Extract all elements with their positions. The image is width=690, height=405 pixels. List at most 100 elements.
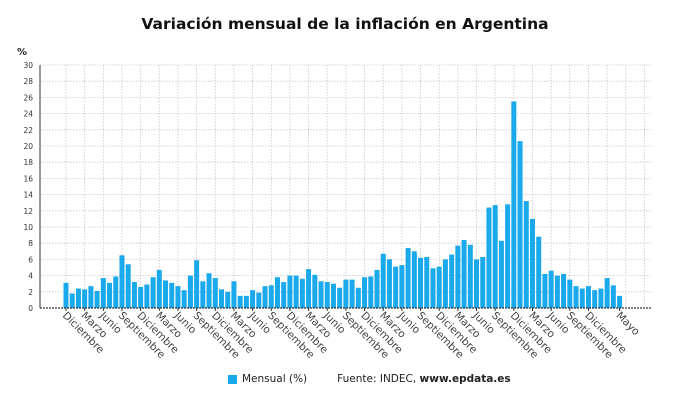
bar: [324, 282, 330, 308]
bar: [436, 266, 442, 308]
y-tick-label: 12: [23, 207, 33, 216]
bar: [75, 288, 81, 308]
bar: [100, 278, 106, 308]
bar: [107, 282, 113, 308]
bar: [163, 280, 169, 308]
bar: [530, 218, 535, 308]
bar: [306, 269, 312, 308]
bar: [150, 277, 156, 308]
bar: [281, 282, 287, 308]
y-tick-label: 28: [23, 77, 33, 86]
bar: [175, 286, 181, 308]
bar: [480, 256, 486, 308]
y-tick-label: 8: [28, 239, 33, 248]
bar: [486, 207, 492, 308]
bar: [598, 288, 604, 308]
bar: [393, 266, 399, 308]
bar: [138, 286, 144, 308]
bar: [312, 274, 318, 308]
bar: [268, 285, 274, 308]
bar: [169, 282, 175, 308]
bar: [368, 276, 374, 308]
bar: [63, 282, 69, 308]
bar: [536, 236, 542, 308]
y-tick-label: 24: [23, 110, 33, 119]
bar: [187, 275, 193, 308]
bar: [430, 268, 436, 308]
bar: [343, 279, 349, 308]
bar: [579, 288, 585, 308]
source-prefix: Fuente: INDEC,: [337, 373, 420, 385]
bar: [299, 278, 305, 308]
bar: [604, 278, 610, 308]
bar: [212, 278, 218, 308]
bar: [374, 269, 380, 308]
bar: [542, 273, 548, 308]
y-axis-unit: %: [17, 47, 28, 58]
chart-title: Variación mensual de la inflación en Arg…: [141, 15, 549, 33]
bar: [592, 290, 598, 308]
bar: [442, 259, 448, 308]
bar: [411, 251, 417, 308]
bar: [523, 201, 529, 308]
bar: [424, 256, 430, 308]
bar: [231, 281, 237, 308]
bar: [380, 253, 386, 308]
bar: [94, 290, 100, 308]
bar: [337, 287, 343, 308]
y-tick-label: 4: [28, 272, 33, 281]
legend-label: Mensual (%): [242, 373, 308, 385]
y-tick-label: 18: [23, 158, 33, 167]
bar: [219, 289, 224, 308]
y-tick-label: 14: [23, 191, 33, 200]
bar: [250, 290, 256, 308]
legend: Mensual (%) Fuente: INDEC, www.epdata.es: [228, 373, 511, 385]
bar: [200, 281, 206, 308]
bar: [567, 279, 573, 308]
y-tick-label: 22: [23, 126, 33, 135]
bar: [610, 285, 616, 308]
y-tick-label: 10: [23, 223, 33, 232]
bar: [405, 248, 411, 308]
y-tick-label: 26: [23, 93, 33, 102]
y-tick-label: 20: [23, 142, 33, 151]
bar: [498, 240, 504, 308]
bar: [262, 286, 268, 308]
bar: [206, 273, 212, 308]
bar: [156, 269, 162, 308]
bar: [455, 245, 461, 308]
bar: [82, 289, 88, 308]
bar: [69, 293, 75, 308]
y-tick-label: 2: [28, 288, 33, 297]
bar: [517, 141, 523, 308]
bar: [505, 204, 511, 308]
bar: [511, 101, 517, 308]
source-note: Fuente: INDEC, www.epdata.es: [337, 373, 511, 385]
bar: [449, 254, 455, 308]
bar: [554, 275, 560, 308]
bar: [293, 275, 299, 308]
bar: [194, 260, 200, 308]
bar: [399, 265, 405, 308]
bar: [418, 257, 424, 308]
bar: [318, 281, 324, 308]
bar: [237, 295, 243, 308]
bar: [617, 295, 623, 308]
bar: [125, 264, 131, 308]
bar: [492, 205, 498, 308]
bar: [548, 270, 554, 308]
bar: [362, 277, 368, 308]
bar: [585, 286, 591, 308]
bar: [467, 244, 473, 308]
legend-swatch: [228, 374, 237, 384]
y-tick-label: 0: [28, 304, 33, 313]
bar: [256, 292, 262, 308]
y-tick-label: 30: [23, 61, 33, 70]
y-tick-label: 6: [28, 255, 33, 264]
source-site: www.epdata.es: [419, 373, 511, 385]
x-tick-label: Mayo: [613, 310, 641, 338]
bar: [573, 286, 579, 308]
bar: [243, 295, 249, 308]
